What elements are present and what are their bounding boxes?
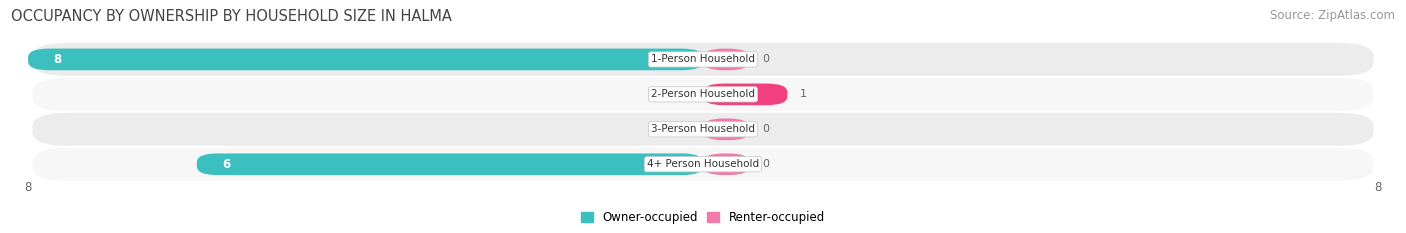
FancyBboxPatch shape — [32, 78, 1374, 111]
Text: 1-Person Household: 1-Person Household — [651, 55, 755, 64]
Text: 0: 0 — [762, 55, 769, 64]
FancyBboxPatch shape — [703, 49, 749, 70]
Legend: Owner-occupied, Renter-occupied: Owner-occupied, Renter-occupied — [576, 206, 830, 229]
FancyBboxPatch shape — [32, 148, 1374, 181]
FancyBboxPatch shape — [32, 113, 1374, 146]
FancyBboxPatch shape — [197, 153, 703, 175]
Text: 3-Person Household: 3-Person Household — [651, 124, 755, 134]
Text: 8: 8 — [53, 53, 62, 66]
FancyBboxPatch shape — [32, 43, 1374, 76]
Text: 0: 0 — [762, 159, 769, 169]
Text: OCCUPANCY BY OWNERSHIP BY HOUSEHOLD SIZE IN HALMA: OCCUPANCY BY OWNERSHIP BY HOUSEHOLD SIZE… — [11, 9, 453, 24]
Text: 0: 0 — [683, 124, 690, 134]
Text: 1: 1 — [800, 89, 807, 99]
Text: 0: 0 — [683, 89, 690, 99]
FancyBboxPatch shape — [703, 118, 749, 140]
Text: 6: 6 — [222, 158, 231, 171]
Text: 2-Person Household: 2-Person Household — [651, 89, 755, 99]
FancyBboxPatch shape — [703, 153, 749, 175]
Text: 4+ Person Household: 4+ Person Household — [647, 159, 759, 169]
Text: 8: 8 — [1374, 181, 1382, 194]
FancyBboxPatch shape — [28, 49, 703, 70]
Text: 0: 0 — [762, 124, 769, 134]
FancyBboxPatch shape — [703, 83, 787, 105]
Text: 8: 8 — [24, 181, 32, 194]
Text: Source: ZipAtlas.com: Source: ZipAtlas.com — [1270, 9, 1395, 22]
